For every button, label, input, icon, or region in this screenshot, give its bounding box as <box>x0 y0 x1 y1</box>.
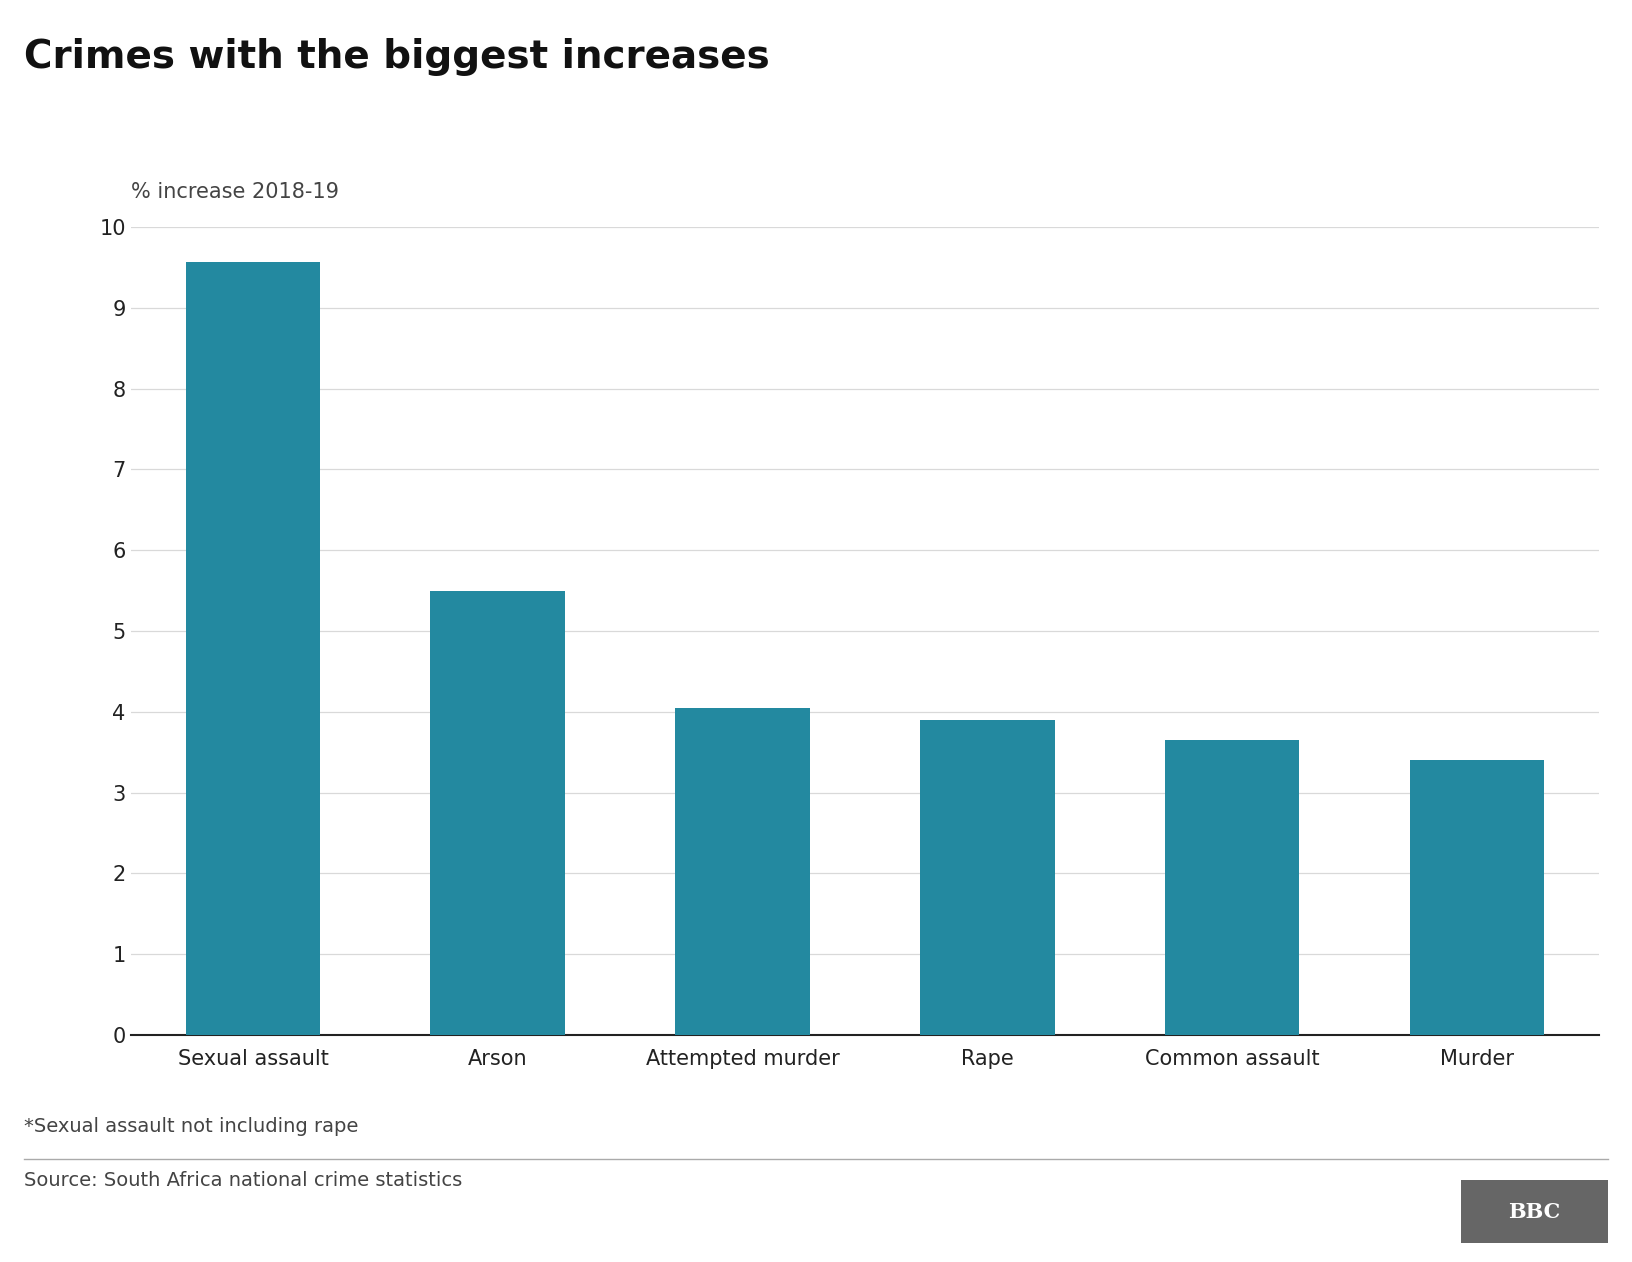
Bar <box>186 262 320 1035</box>
Bar <box>920 719 1054 1035</box>
Text: % increase 2018-19: % increase 2018-19 <box>131 182 338 202</box>
Bar <box>1165 740 1299 1035</box>
Text: Crimes with the biggest increases: Crimes with the biggest increases <box>24 38 770 76</box>
Bar <box>1410 760 1544 1035</box>
Text: *Sexual assault not including rape: *Sexual assault not including rape <box>24 1117 359 1136</box>
Text: BBC: BBC <box>1508 1201 1560 1222</box>
Bar <box>431 592 565 1035</box>
Bar <box>676 708 809 1035</box>
Text: Source: South Africa national crime statistics: Source: South Africa national crime stat… <box>24 1171 463 1190</box>
